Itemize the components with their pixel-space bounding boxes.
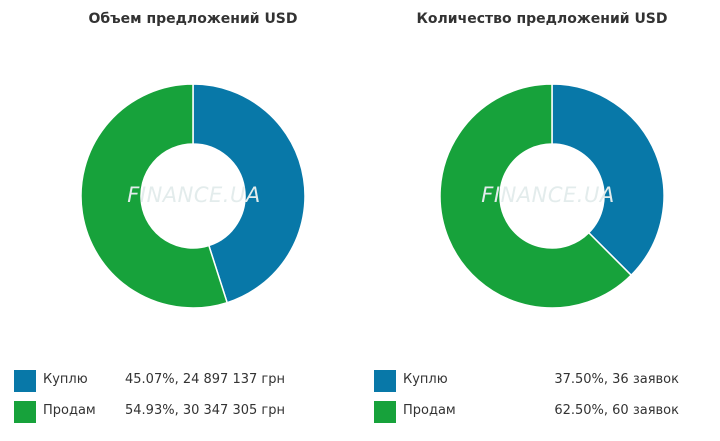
chart-count: Количество предложений USD FINANCE.UA Ку… bbox=[360, 0, 720, 441]
legend-swatch-sell bbox=[14, 401, 36, 423]
donut-segment-buy[interactable] bbox=[551, 83, 665, 277]
legend-item-buy: Куплю 37.50%, 36 заявок bbox=[360, 367, 720, 392]
legend-swatch-buy bbox=[14, 370, 36, 392]
legend-item-sell: Продам 54.93%, 30 347 305 грн bbox=[0, 398, 360, 423]
legend-item-sell: Продам 62.50%, 60 заявок bbox=[360, 398, 720, 423]
chart-title: Количество предложений USD bbox=[416, 11, 668, 27]
donut-segment-sell[interactable] bbox=[80, 83, 229, 309]
legend-label: Продам bbox=[43, 403, 96, 418]
legend-item-buy: Куплю 45.07%, 24 897 137 грн bbox=[0, 367, 360, 392]
legend-value: 45.07%, 24 897 137 грн bbox=[125, 372, 285, 387]
legend-value: 54.93%, 30 347 305 грн bbox=[125, 403, 285, 418]
legend-swatch-sell bbox=[374, 401, 396, 423]
legend-value: 62.50%, 60 заявок bbox=[554, 403, 679, 418]
chart-volume: Объем предложений USD FINANCE.UA Куплю 4… bbox=[0, 11, 360, 423]
donut-segment-buy[interactable] bbox=[192, 83, 306, 304]
legend-label: Куплю bbox=[403, 372, 448, 387]
legend-swatch-buy bbox=[374, 370, 396, 392]
chart-title: Объем предложений USD bbox=[88, 11, 298, 27]
donut-chart bbox=[439, 83, 665, 309]
legend-label: Продам bbox=[403, 403, 456, 418]
legend-label: Куплю bbox=[43, 372, 88, 387]
watermark-logo: FINANCE.UA bbox=[127, 183, 261, 207]
donut-chart bbox=[80, 83, 306, 309]
donut-segment-sell[interactable] bbox=[439, 83, 633, 309]
watermark-logo: FINANCE.UA bbox=[481, 183, 615, 207]
legend-value: 37.50%, 36 заявок bbox=[554, 372, 679, 387]
